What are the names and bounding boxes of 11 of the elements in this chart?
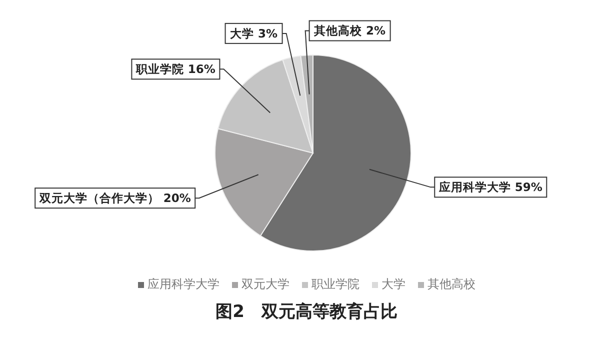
legend-label: 大学 — [380, 276, 406, 293]
data-label: 应用科学大学 59% — [438, 180, 543, 194]
legend-label: 其他高校 — [426, 276, 476, 293]
legend-label: 应用科学大学 — [146, 276, 220, 293]
data-label: 大学 3% — [230, 26, 278, 40]
data-label: 其他高校 2% — [313, 24, 386, 38]
data-label: 双元大学（合作大学） 20% — [38, 191, 192, 206]
data-label: 职业学院 16% — [134, 62, 216, 76]
text: 图2 双元高等教育占比 — [214, 301, 398, 323]
legend-label: 职业学院 — [310, 276, 360, 293]
legend-label: 双元大学 — [240, 276, 290, 293]
